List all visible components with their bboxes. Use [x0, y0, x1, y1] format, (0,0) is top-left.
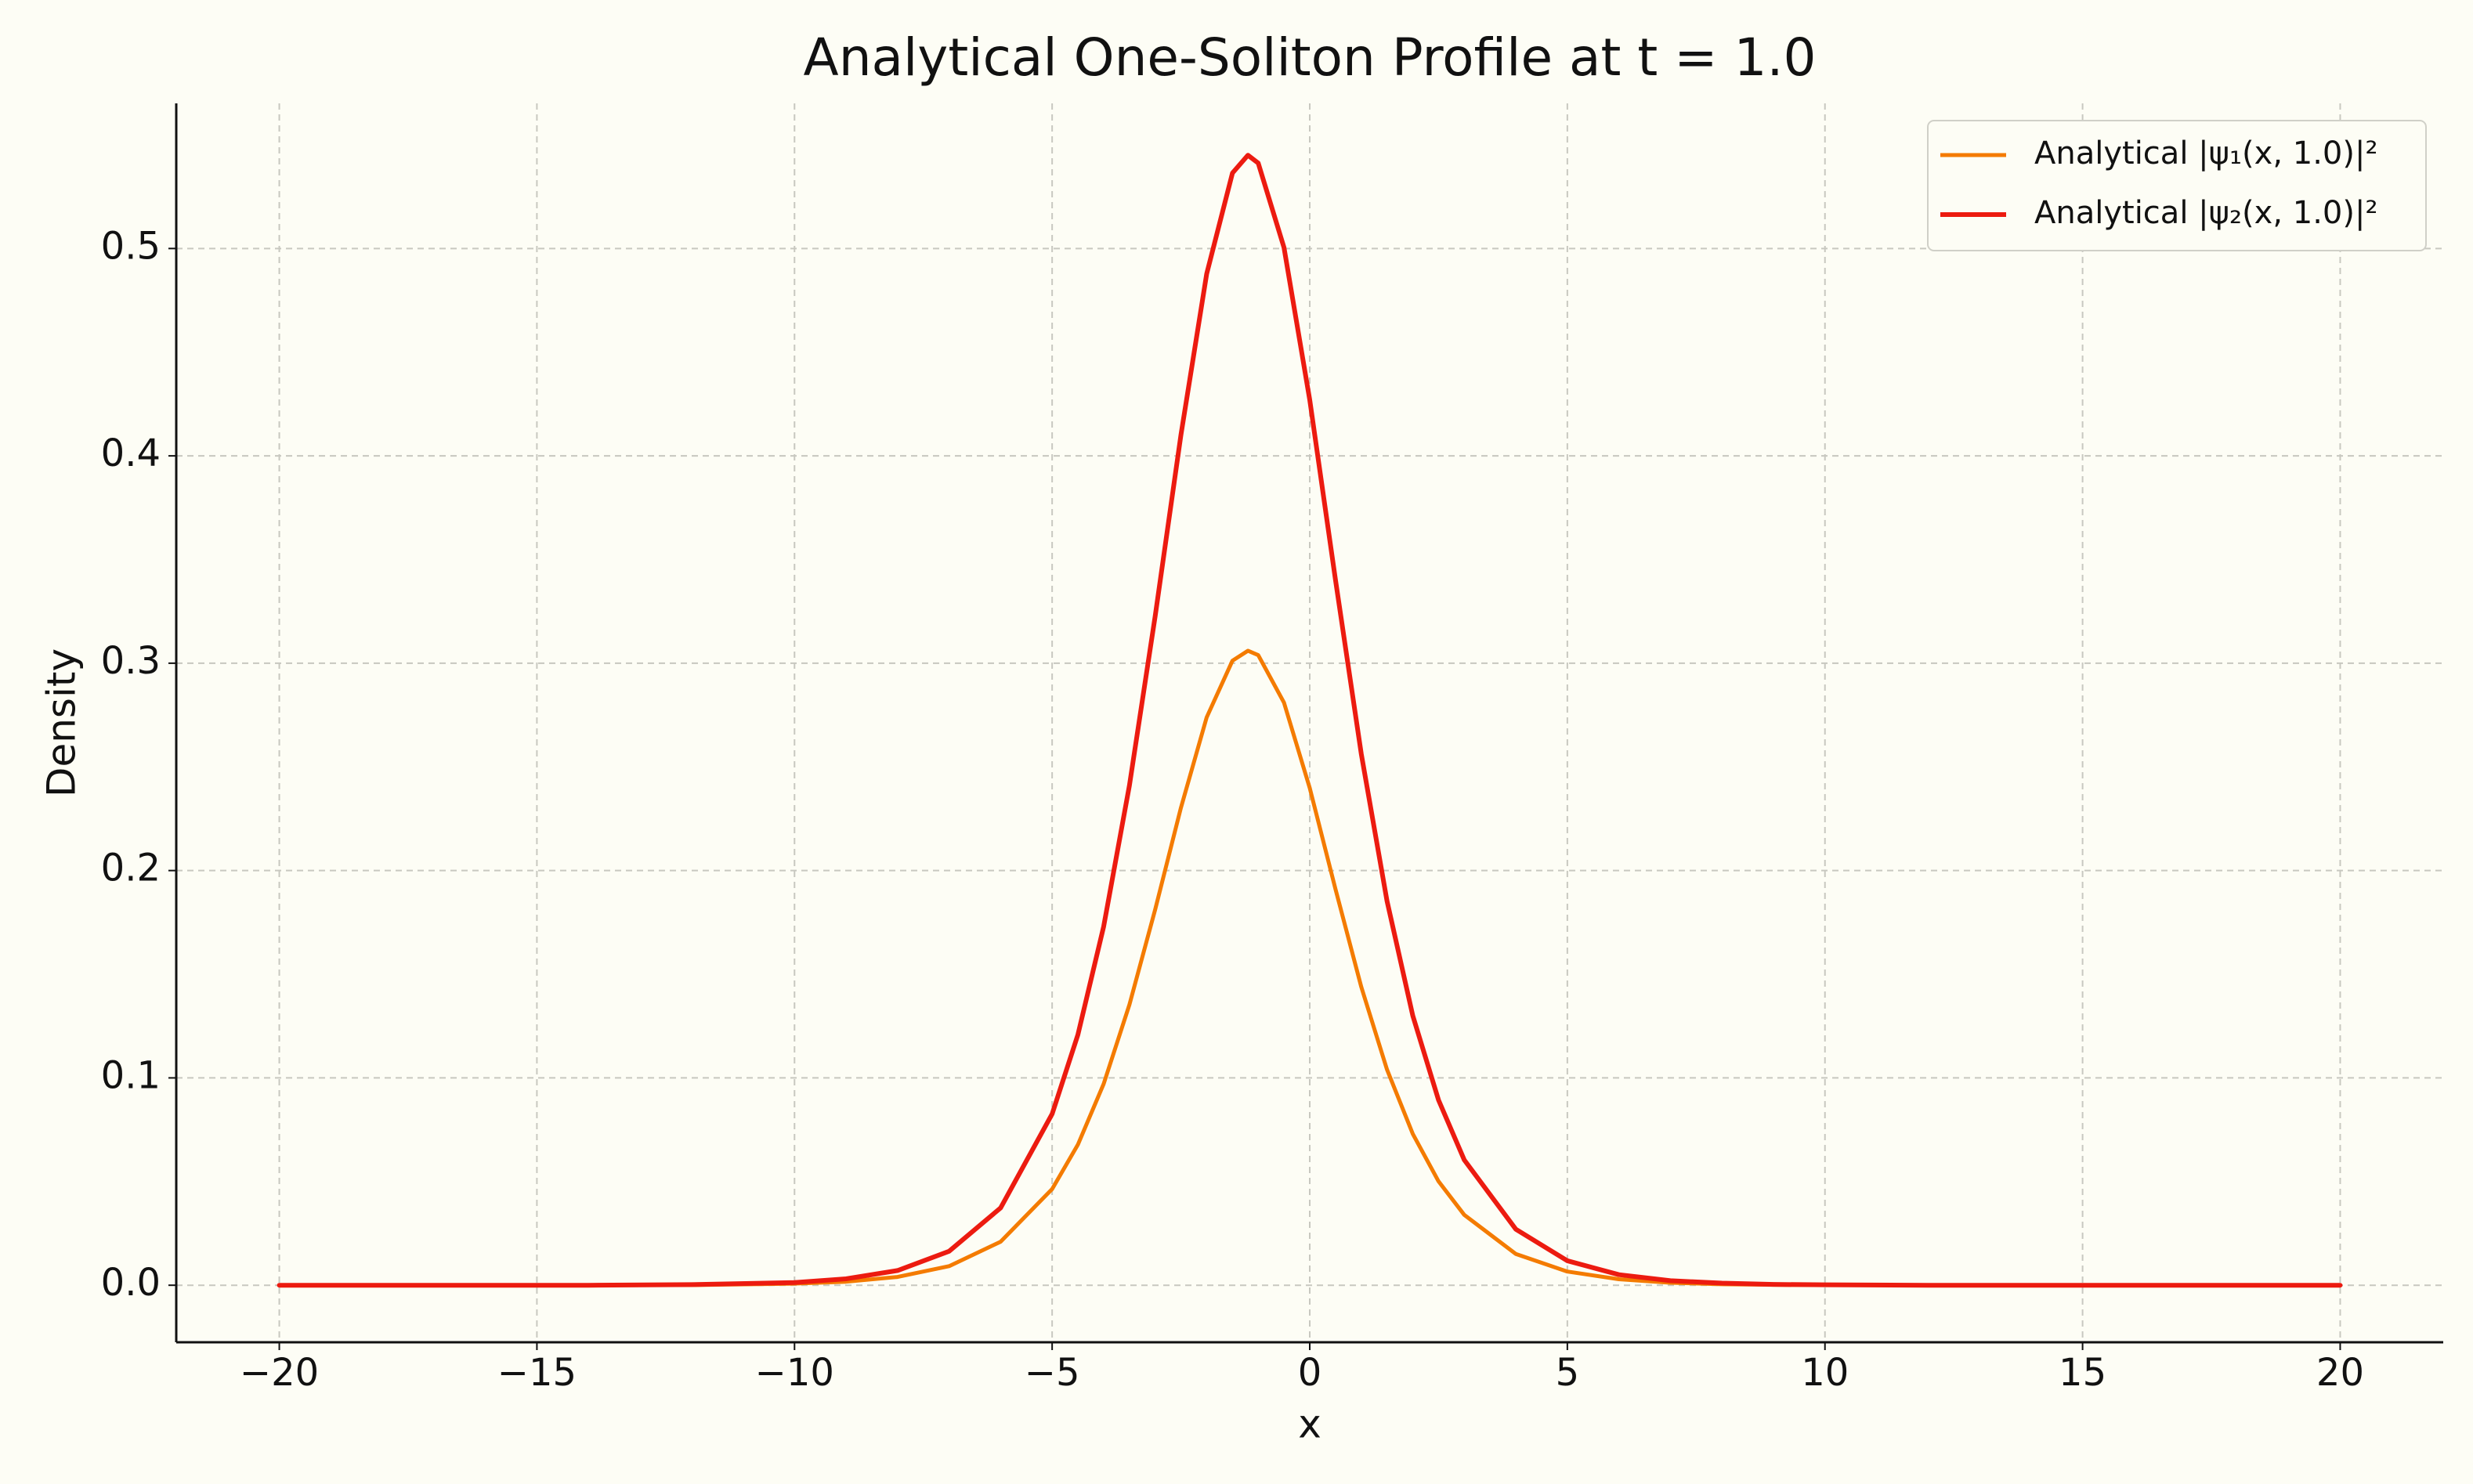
- x-tick-label: 5: [1556, 1351, 1580, 1395]
- y-axis-label: Density: [39, 648, 85, 797]
- legend-label: Analytical |ψ₁(x, 1.0)|²: [2034, 135, 2377, 172]
- y-tick-label: 0.2: [101, 847, 161, 890]
- legend-frame: [1927, 120, 2427, 251]
- y-tick-label: 0.4: [101, 431, 161, 475]
- series-line: [277, 153, 2343, 1288]
- x-tick-label: 0: [1298, 1351, 1322, 1395]
- x-tick-label: 20: [2316, 1351, 2364, 1395]
- x-tick-label: −5: [1025, 1351, 1080, 1395]
- y-tick-label: 0.1: [101, 1053, 161, 1097]
- x-tick-label: 15: [2059, 1351, 2106, 1395]
- y-tick-label: 0.3: [101, 639, 161, 683]
- chart-title: Analytical One-Soliton Profile at t = 1.…: [804, 27, 1817, 88]
- x-tick-label: −10: [755, 1351, 834, 1395]
- x-tick-label: −20: [240, 1351, 319, 1395]
- y-tick-label: 0.5: [101, 224, 161, 268]
- legend-label: Analytical |ψ₂(x, 1.0)|²: [2034, 195, 2377, 231]
- x-tick-label: 10: [1801, 1351, 1849, 1395]
- x-axis-label: x: [1298, 1402, 1321, 1447]
- legend: Analytical |ψ₁(x, 1.0)|² Analytical |ψ₂(x…: [1927, 120, 2427, 251]
- y-tick-label: 0.0: [101, 1261, 161, 1305]
- x-tick-label: −15: [497, 1351, 577, 1395]
